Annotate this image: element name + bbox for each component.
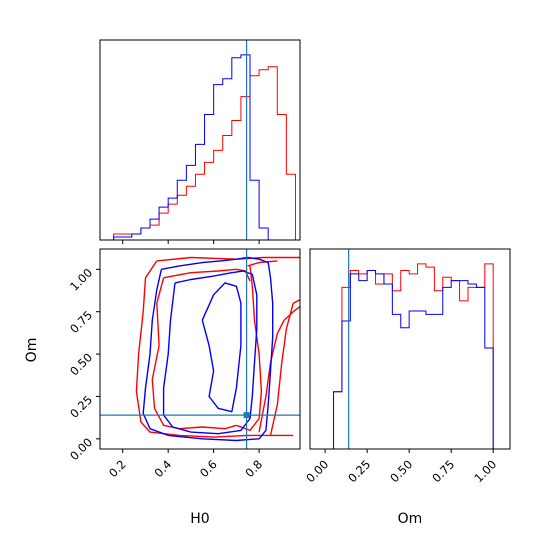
contour-xtick-label: 0.6 xyxy=(197,457,220,480)
h0-hist-series-red xyxy=(104,66,296,241)
contour-line-blue xyxy=(162,270,258,435)
h0-xlabel: H0 xyxy=(190,511,209,527)
contour-ytick-label: 0.75 xyxy=(67,308,95,336)
om-hist-xtick-label: 1.00 xyxy=(471,457,499,485)
h0-om-contour-panel: 0.2 0.4 0.6 0.8 0.00 0.25 0.50 0.75 1.00 H0 Om xyxy=(24,248,301,527)
om-xlabel: Om xyxy=(398,511,423,527)
contour-xtick-label: 0.8 xyxy=(242,457,265,480)
om-hist-xtick-label: 0.25 xyxy=(345,457,373,485)
contour-xtick-label: 0.2 xyxy=(106,457,129,480)
contour-ytick-label: 0.00 xyxy=(67,435,95,463)
contour-line-red xyxy=(135,260,294,438)
om-histogram-frame xyxy=(309,248,511,450)
h0-histogram-panel xyxy=(99,39,301,244)
contour-ytick-label: 1.00 xyxy=(67,266,95,294)
contour-line-red xyxy=(247,260,278,267)
h0-histogram-frame xyxy=(99,39,301,241)
contour-xtick-label: 0.4 xyxy=(151,457,174,480)
contour-line-red xyxy=(163,268,251,282)
contour-line-red xyxy=(269,299,300,436)
contour-line-red xyxy=(151,277,237,430)
contour-line-blue xyxy=(142,256,274,442)
contour-line-red xyxy=(236,265,263,432)
om-hist-xtick-label: 0.00 xyxy=(303,457,331,485)
om-hist-xtick-label: 0.50 xyxy=(387,457,415,485)
om-histogram-panel: 0.00 0.25 0.50 0.75 1.00 Om xyxy=(303,248,511,527)
contour-ytick-label: 0.25 xyxy=(67,393,95,421)
contour-line-blue xyxy=(201,282,242,413)
om-hist-xtick-label: 0.75 xyxy=(429,457,457,485)
h0-hist-series-blue xyxy=(104,54,296,241)
contour-line-red xyxy=(258,306,300,433)
om-ylabel: Om xyxy=(24,338,40,363)
om-hist-series-red xyxy=(325,263,494,450)
contour-truth-marker xyxy=(243,412,250,419)
contour-frame xyxy=(99,248,301,450)
contour-ytick-label: 0.50 xyxy=(67,350,95,378)
om-hist-series-blue xyxy=(325,270,494,450)
